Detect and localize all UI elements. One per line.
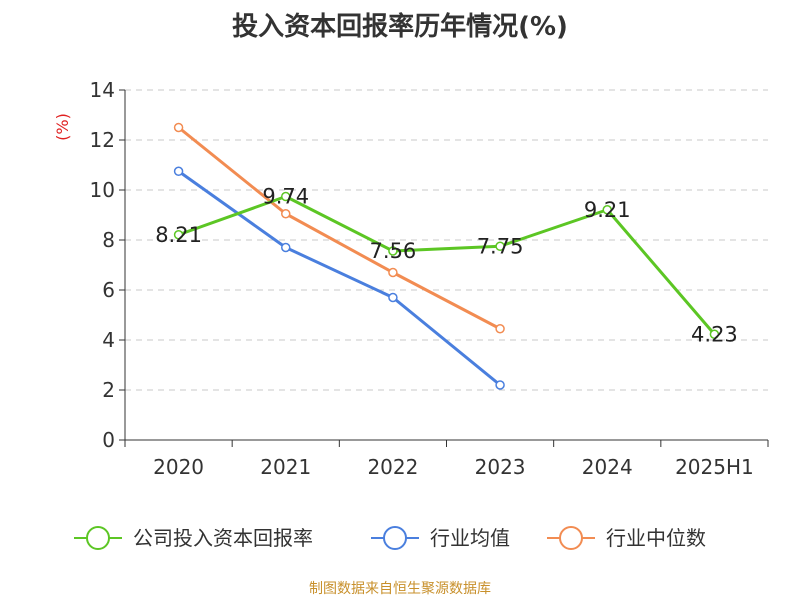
- x-tick-label: 2025H1: [675, 455, 754, 479]
- data-labels: 8.21 9.74 7.56 7.75 9.21 4.23: [155, 185, 738, 347]
- series-lines: [173, 122, 720, 390]
- y-tick-label: 0: [102, 428, 115, 452]
- legend-item-industry-mean[interactable]: 行业均值: [371, 526, 510, 550]
- y-tick-label: 14: [90, 78, 115, 102]
- data-point[interactable]: [281, 191, 291, 202]
- data-label: 9.74: [262, 185, 309, 209]
- data-point[interactable]: [495, 241, 505, 251]
- data-label: 7.75: [477, 234, 524, 258]
- legend-label: 公司投入资本回报率: [133, 526, 313, 550]
- data-point[interactable]: [173, 122, 184, 133]
- x-tick-label: 2023: [475, 455, 526, 479]
- y-tick-label: 8: [102, 228, 115, 252]
- axes: 0 2 4 6 8 10 12 14 2020 2021 2022 2023 2024 2025H1: [90, 78, 769, 479]
- legend-marker-icon: [383, 526, 407, 550]
- y-axis-label: (%): [53, 113, 72, 141]
- y-tick-label: 4: [102, 328, 115, 352]
- data-point[interactable]: [173, 166, 184, 176]
- chart-title: 投入资本回报率历年情况(%): [232, 12, 568, 42]
- grid-lines: [125, 89, 768, 391]
- data-point[interactable]: [495, 380, 505, 390]
- data-label: 8.21: [155, 223, 202, 247]
- source-note: 制图数据来自恒生聚源数据库: [309, 581, 491, 597]
- series-line: [178, 195, 716, 336]
- data-point[interactable]: [709, 329, 720, 339]
- data-point[interactable]: [281, 209, 291, 219]
- legend: 公司投入资本回报率 行业均值 行业中位数: [74, 526, 706, 550]
- series-line: [177, 126, 501, 331]
- data-label: 7.56: [370, 239, 417, 263]
- data-point[interactable]: [388, 246, 398, 256]
- legend-item-industry-median[interactable]: 行业中位数: [547, 526, 706, 550]
- legend-marker-icon: [86, 526, 110, 550]
- x-tick-label: 2021: [260, 455, 311, 479]
- data-label: 4.23: [691, 322, 738, 346]
- series-line: [177, 170, 502, 387]
- data-point[interactable]: [173, 230, 184, 240]
- data-point[interactable]: [602, 205, 612, 215]
- x-tick-label: 2020: [153, 455, 204, 479]
- legend-label: 行业均值: [430, 526, 510, 550]
- x-tick-label: 2024: [582, 455, 633, 479]
- legend-marker-icon: [559, 526, 583, 550]
- data-point[interactable]: [495, 324, 505, 334]
- y-tick-label: 2: [102, 378, 115, 402]
- data-point[interactable]: [388, 267, 398, 278]
- data-point[interactable]: [281, 242, 291, 253]
- y-tick-label: 6: [102, 278, 115, 302]
- legend-item-company[interactable]: 公司投入资本回报率: [74, 526, 313, 550]
- legend-label: 行业中位数: [606, 526, 706, 550]
- x-tick-label: 2022: [367, 455, 418, 479]
- data-label: 9.21: [584, 198, 631, 222]
- y-tick-label: 12: [90, 128, 115, 152]
- y-tick-label: 10: [90, 178, 115, 202]
- data-point[interactable]: [388, 292, 398, 303]
